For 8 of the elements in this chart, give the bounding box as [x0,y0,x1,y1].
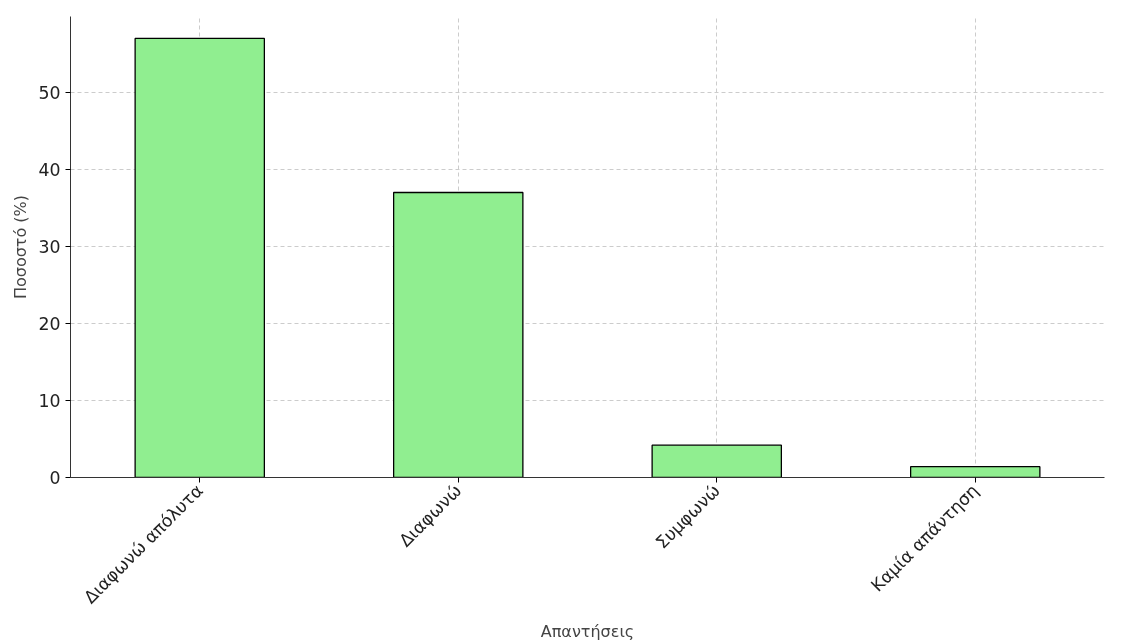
x-axis-title: Απαντήσεις [540,622,635,642]
y-tick-label: 50 [38,82,61,103]
y-tick-label: 20 [38,313,61,334]
y-tick-label: 10 [38,390,61,411]
y-tick-label: 40 [38,159,61,180]
y-tick-label: 30 [38,236,61,257]
y-tick-label: 0 [49,468,61,488]
y-axis-title: Ποσοστό (%) [11,194,31,300]
